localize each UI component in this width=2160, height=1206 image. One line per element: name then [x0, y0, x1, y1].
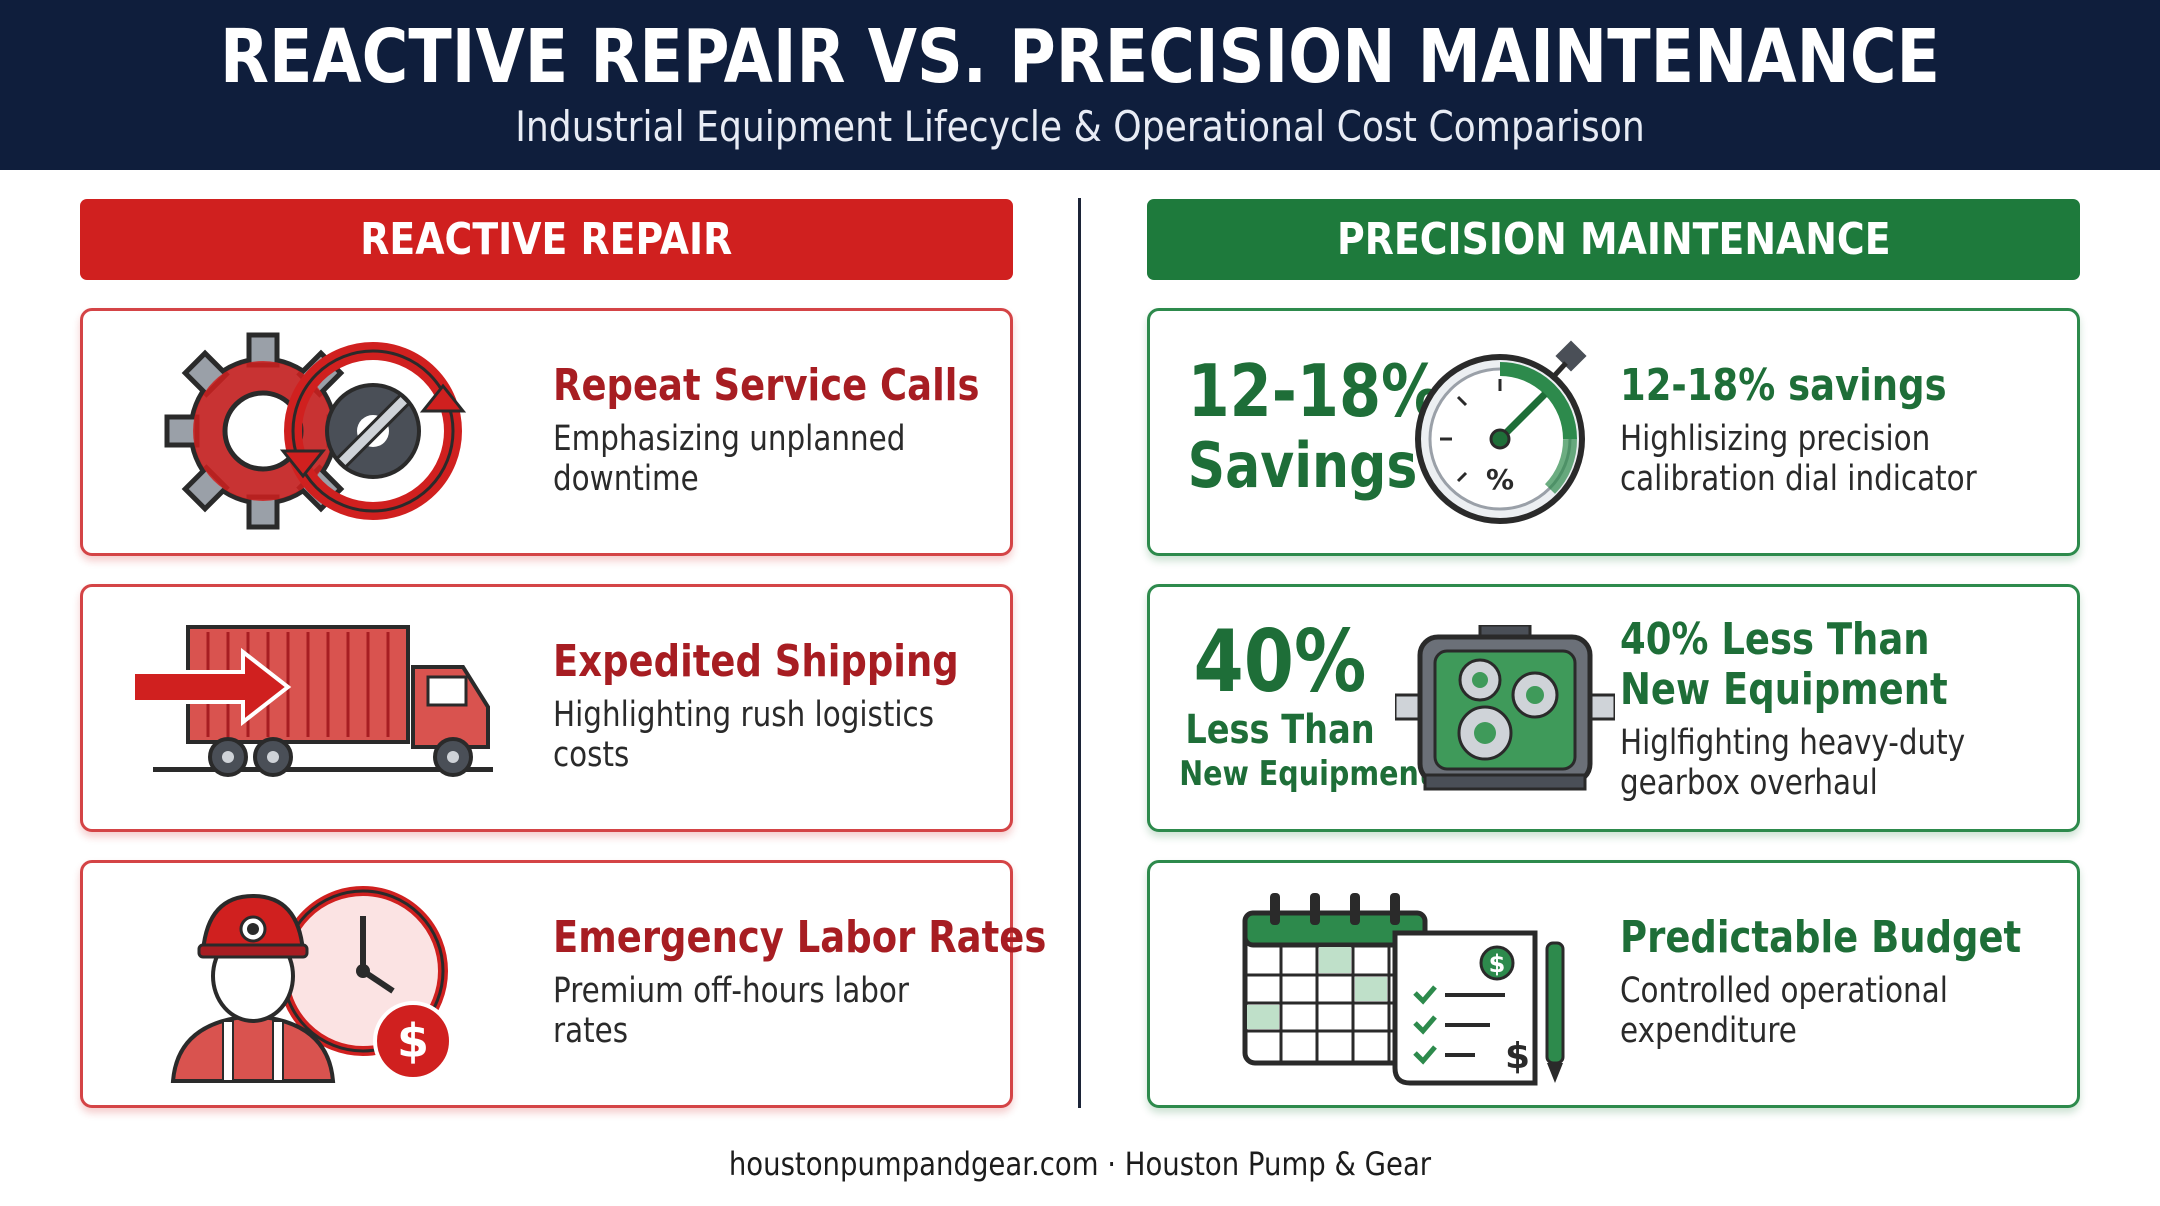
reactive-repair-heading: REACTIVE REPAIR: [80, 199, 1013, 280]
page-subtitle: Industrial Equipment Lifecycle & Operati…: [515, 102, 1645, 151]
svg-text:$: $: [1489, 950, 1506, 978]
delivery-truck-icon: [133, 625, 493, 777]
page-header: REACTIVE REPAIR VS. PRECISION MAINTENANC…: [0, 0, 2160, 170]
card-desc-line1: Controlled operational: [1620, 971, 1948, 1011]
card-emergency-labor-rates: $ Emergency Labor Rates Premium off-hour…: [80, 860, 1047, 1108]
card-text: Emergency Labor Rates Premium off-hours …: [553, 912, 1047, 1052]
gearbox-icon: [1395, 625, 1615, 791]
less-than-new-label1: Less Than: [1185, 707, 1375, 753]
card-title: Emergency Labor Rates: [553, 912, 1047, 963]
card-text: Repeat Service Calls Emphasizing unplann…: [553, 360, 990, 500]
card-desc-line2: costs: [553, 735, 630, 775]
card-title: 12-18% savings: [1620, 360, 1947, 411]
card-expedited-shipping: Expedited Shipping Highlighting rush log…: [80, 584, 1013, 832]
less-than-new-stat: 40% Less Than New Equipment: [1160, 612, 1433, 795]
gear-cycle-icon: [164, 332, 467, 530]
calibration-dial-icon: %: [1415, 340, 1587, 524]
card-title-line1: 40% Less Than: [1620, 614, 1930, 665]
card-less-than-new: 40% Less Than New Equipment 40% Less Tha…: [1147, 584, 2080, 832]
page-title: REACTIVE REPAIR VS. PRECISION MAINTENANC…: [219, 14, 1941, 100]
card-desc-line2: downtime: [553, 459, 699, 499]
precision-maintenance-heading: PRECISION MAINTENANCE: [1147, 199, 2080, 280]
card-savings: 12-18% Savings % 12-18% savings Highlisi…: [1147, 308, 2080, 556]
card-desc-line2: gearbox overhaul: [1620, 763, 1878, 803]
card-title: Expedited Shipping: [553, 636, 959, 687]
card-predictable-budget: $ $ Predictable Budget Controlled operat…: [1147, 860, 2080, 1108]
card-desc-line1: Higlfighting heavy-duty: [1620, 723, 1966, 763]
less-than-new-value: 40%: [1193, 612, 1367, 712]
card-desc-line1: Premium off-hours labor: [553, 971, 909, 1011]
card-desc-line1: Highlighting rush logistics: [553, 695, 935, 735]
card-desc-line2: rates: [553, 1011, 629, 1051]
card-desc-line2: expenditure: [1620, 1011, 1797, 1051]
technician-clock-icon: $: [170, 886, 453, 1083]
card-title-line2: New Equipment: [1620, 664, 1948, 715]
savings-stat-label: Savings: [1187, 429, 1418, 502]
savings-stat-value: 12-18%: [1187, 349, 1442, 433]
footer-credit: houstonpumpandgear.com · Houston Pump & …: [728, 1145, 1432, 1183]
card-text: Expedited Shipping Highlighting rush log…: [553, 636, 990, 776]
less-than-new-label2: New Equipment: [1179, 754, 1433, 794]
card-repeat-service-calls: Repeat Service Calls Emphasizing unplann…: [80, 308, 1013, 556]
card-text: 40% Less Than New Equipment Higlfighting…: [1620, 614, 2057, 804]
card-desc-line1: Emphasizing unplanned: [553, 419, 906, 459]
calendar-budget-icon: $ $: [1242, 893, 1565, 1086]
svg-text:$: $: [1505, 1036, 1530, 1077]
card-text: Predictable Budget Controlled operationa…: [1620, 912, 2057, 1052]
svg-text:%: %: [1486, 463, 1514, 496]
svg-text:$: $: [397, 1014, 429, 1068]
savings-stat: 12-18% Savings: [1170, 349, 1442, 502]
card-title: Repeat Service Calls: [553, 360, 980, 411]
column-divider: [1078, 198, 1081, 1108]
card-desc-line2: calibration dial indicator: [1620, 459, 1977, 499]
card-desc-line1: Highlisizing precision: [1620, 419, 1931, 459]
card-title: Predictable Budget: [1620, 912, 2022, 963]
card-text: 12-18% savings Highlisizing precision ca…: [1620, 360, 2057, 500]
